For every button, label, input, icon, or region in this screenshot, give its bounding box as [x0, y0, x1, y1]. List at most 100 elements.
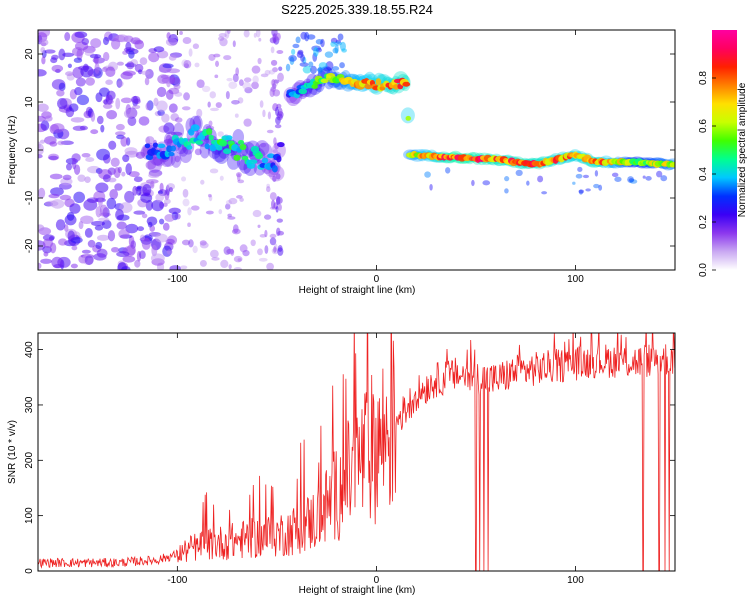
spectrogram-blob — [263, 214, 272, 220]
spectrogram-blob — [225, 135, 233, 141]
spectrogram-blob — [190, 205, 200, 211]
spectrogram-blob — [223, 246, 231, 255]
spectrogram-blob — [111, 246, 120, 253]
spectrogram-blob — [106, 197, 117, 210]
spectrogram-blob — [138, 116, 150, 126]
spectrogram-blob — [196, 108, 203, 118]
spectrogram-blob — [233, 154, 241, 161]
spectrogram-blob — [209, 168, 219, 174]
spectrogram-blob — [81, 37, 90, 46]
spectrogram-blob — [40, 120, 50, 131]
spectrogram-blob — [235, 172, 242, 178]
spectrogram-blob — [264, 245, 269, 254]
spectrogram-blob — [323, 67, 332, 72]
spectrogram-blob — [230, 248, 235, 256]
spectrogram-blob — [275, 106, 280, 117]
spectrogram-blob — [241, 155, 249, 161]
spectrogram-blob — [72, 46, 85, 57]
spectrogram-blob — [38, 187, 46, 199]
spectrogram-blob — [266, 129, 274, 134]
spectrogram-blob — [157, 143, 166, 149]
spectrogram-blob — [424, 171, 431, 178]
spectrogram-blob — [228, 197, 238, 205]
spectrogram-blob — [277, 230, 285, 236]
spectrogram-blob — [132, 185, 138, 196]
spectrogram-blob — [120, 71, 133, 80]
spectrogram-blob — [98, 217, 110, 222]
spectrogram-blob — [224, 30, 230, 39]
spectrogram-blob — [274, 243, 278, 252]
spectrogram-blob — [215, 145, 223, 151]
colorbar-fill — [712, 30, 737, 270]
spectrogram-blob — [118, 229, 130, 239]
spectrogram-blob — [179, 146, 192, 163]
spectrogram-blob — [148, 172, 160, 179]
spectrogram-blob — [44, 135, 57, 145]
spectrogram-blob — [277, 142, 285, 148]
spectrogram-blob — [107, 230, 116, 242]
spectrogram-blob — [90, 129, 99, 135]
spectrogram-blob — [70, 263, 78, 269]
spectrogram-blob — [85, 77, 95, 86]
spectrogram-blob — [94, 62, 100, 75]
spectrogram-blob — [233, 255, 243, 263]
spectrogram-blob — [429, 183, 433, 191]
colorbar-tick-label: 0.4 — [698, 167, 709, 181]
spectrogram-blob — [239, 144, 247, 151]
spectrogram-blob — [109, 188, 119, 200]
spectrogram-blob — [237, 179, 245, 184]
spectrogram-blob — [66, 211, 75, 221]
spectrogram-blob — [96, 234, 110, 241]
spectrogram-blob — [239, 244, 248, 253]
spectrogram-blob — [116, 61, 124, 66]
spectrogram-blob — [58, 48, 66, 61]
spectrogram-blob — [190, 124, 200, 132]
spectrogram-blob — [220, 259, 229, 269]
spectrogram-blob — [266, 183, 271, 189]
spectrogram-blob — [161, 113, 170, 123]
y-tick-label: 400 — [24, 341, 35, 358]
spectrogram-blob — [228, 81, 238, 90]
snr-plot-clip — [38, 333, 675, 571]
spectrogram-blob — [575, 173, 583, 179]
spectrogram-blob — [578, 189, 585, 194]
spectrogram-blob — [119, 202, 133, 213]
spectrogram-blob — [170, 145, 177, 152]
spectrogram-blob — [181, 59, 188, 68]
spectrogram-blob — [78, 65, 90, 71]
spectrogram-blob — [585, 188, 591, 192]
spectrogram-blob — [201, 85, 211, 93]
spectrogram-blob — [629, 179, 638, 184]
spectrogram-blob — [73, 57, 83, 63]
spectrogram-blob — [541, 191, 548, 195]
spectrogram-blob — [115, 209, 124, 221]
spectrogram-blob — [128, 171, 140, 178]
spectrogram-blob — [174, 117, 183, 123]
spectrogram-blob — [264, 69, 271, 76]
spectrogram-blob — [85, 157, 95, 163]
spectrogram-blob — [74, 31, 88, 38]
spectrogram-blob — [41, 56, 46, 65]
x-tick-label: 0 — [374, 575, 380, 586]
spectrogram-blob — [243, 118, 252, 127]
spectrogram-blob — [165, 134, 173, 147]
spectrogram-blob — [168, 187, 173, 193]
spectrogram-blob — [254, 152, 264, 160]
spectrogram-blob — [157, 190, 163, 195]
spectrogram-blob — [139, 234, 146, 241]
spectrogram-blob — [38, 224, 45, 232]
spectrogram-blob — [95, 241, 103, 250]
spectrogram-blob — [42, 245, 52, 254]
spectrogram-blob — [40, 46, 46, 54]
spectrogram-blob — [275, 173, 281, 180]
y-tick-label: 300 — [24, 396, 35, 413]
spectrogram-blob — [211, 257, 220, 261]
spectrogram-blob — [55, 219, 66, 231]
colorbar-ticks: 0.0 0.2 0.4 0.6 0.8 — [698, 71, 716, 277]
spectrogram-blob — [233, 267, 242, 270]
spectrogram-blob — [226, 77, 233, 82]
spectrogram-blob — [148, 52, 160, 63]
spectrogram-blob — [262, 109, 266, 118]
spectrogram-blob — [38, 103, 49, 113]
